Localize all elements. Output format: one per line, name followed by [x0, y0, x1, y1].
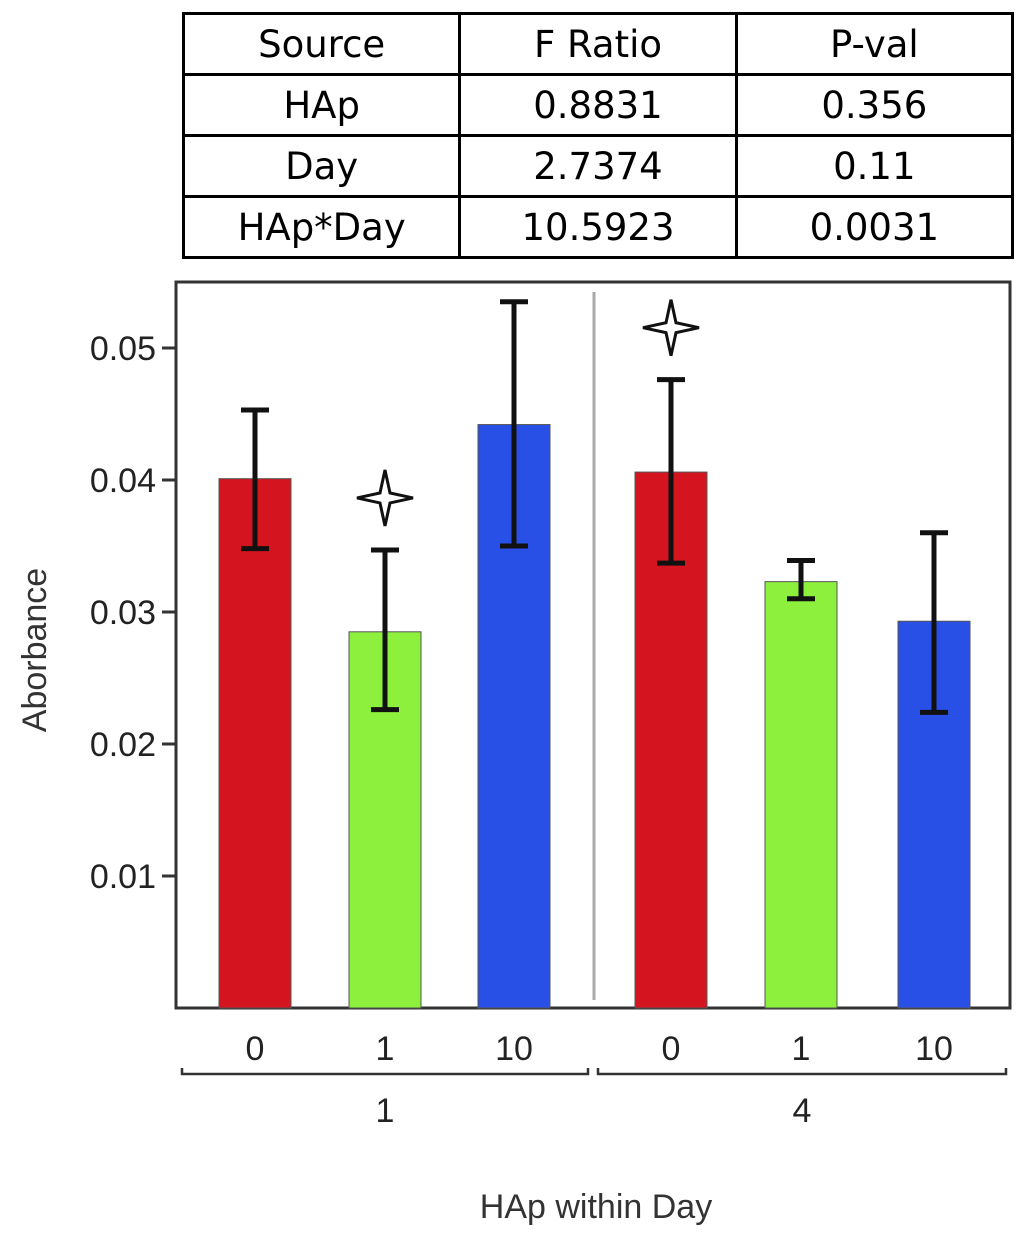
x-category-label: 1	[376, 1030, 395, 1068]
y-axis-title: Aborbance	[16, 568, 54, 732]
y-tick-label: 0.01	[90, 858, 156, 896]
y-tick-label: 0.03	[90, 594, 156, 632]
significance-star-icon	[356, 469, 414, 527]
y-tick-label: 0.05	[90, 330, 156, 368]
table-cell: HAp*Day	[181, 195, 462, 259]
table-header-cell: F Ratio	[458, 12, 738, 76]
x-group-label: 1	[376, 1092, 395, 1130]
table-cell: Day	[181, 134, 462, 198]
anova-table: Source F Ratio P-val HAp 0.8831 0.356 Da…	[181, 12, 1015, 259]
table-cell: 0.11	[734, 134, 1015, 198]
table-cell: 2.7374	[458, 134, 738, 198]
y-tick-label: 0.04	[90, 462, 156, 500]
x-category-label: 0	[662, 1030, 681, 1068]
table-header-row: Source F Ratio P-val	[181, 12, 1015, 76]
significance-star-icon	[642, 299, 700, 356]
bar	[218, 478, 292, 1009]
table-header-cell: P-val	[734, 12, 1015, 76]
y-tick-label: 0.02	[90, 726, 156, 764]
table-cell: HAp	[181, 73, 462, 137]
table-row: HAp*Day 10.5923 0.0031	[181, 195, 1015, 259]
x-category-label: 0	[246, 1030, 265, 1068]
bar	[764, 581, 838, 1009]
table-header-cell: Source	[181, 12, 462, 76]
x-group-label: 4	[793, 1092, 812, 1130]
group-bracket	[180, 1068, 590, 1076]
x-axis-title: HAp within Day	[480, 1188, 712, 1226]
x-category-label: 10	[495, 1030, 533, 1068]
table-row: HAp 0.8831 0.356	[181, 73, 1015, 137]
group-bracket	[596, 1068, 1008, 1076]
table-cell: 0.0031	[734, 195, 1015, 259]
table-cell: 0.8831	[458, 73, 738, 137]
table-cell: 0.356	[734, 73, 1015, 137]
table-cell: 10.5923	[458, 195, 738, 259]
x-category-label: 1	[792, 1030, 811, 1068]
x-category-label: 10	[915, 1030, 953, 1068]
table-row: Day 2.7374 0.11	[181, 134, 1015, 198]
